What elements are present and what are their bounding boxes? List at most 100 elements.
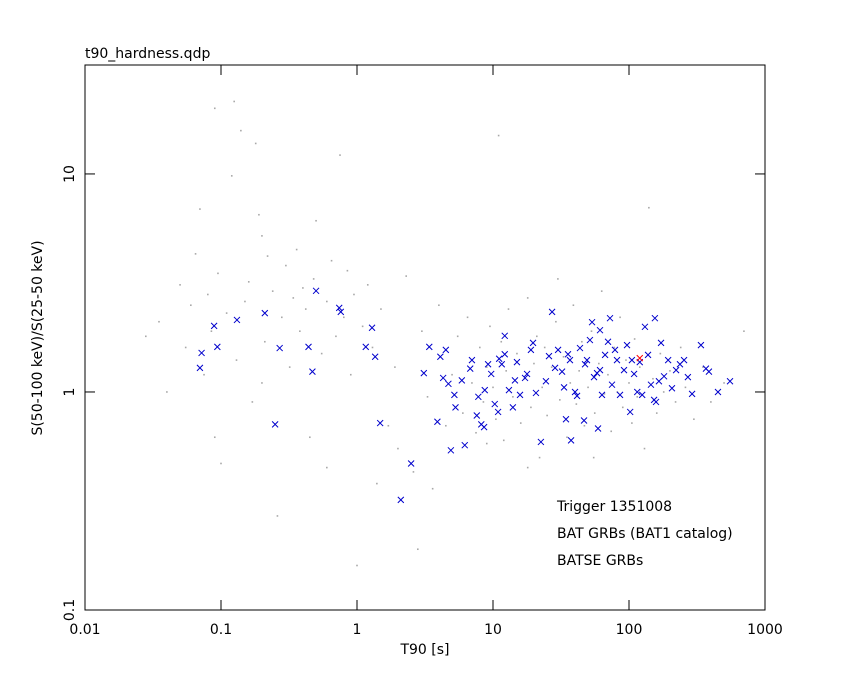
point-dot <box>652 377 654 380</box>
point-dot <box>581 340 583 343</box>
point-dot <box>207 293 209 296</box>
point-dot <box>489 325 491 328</box>
x-tick-label: 1000 <box>747 622 783 638</box>
point-dot <box>271 290 274 292</box>
y-tick-label: 0.1 <box>62 599 78 621</box>
point-cross <box>305 343 312 351</box>
point-cross <box>554 346 562 354</box>
point-dot <box>559 399 561 401</box>
point-cross <box>573 392 581 400</box>
point-dot <box>179 284 181 286</box>
point-cross <box>495 355 503 363</box>
point-cross <box>601 351 609 359</box>
point-cross <box>261 309 269 317</box>
point-dot <box>451 373 453 376</box>
point-cross <box>636 354 644 362</box>
legend-label: BATSE GRBs <box>557 553 643 569</box>
point-cross <box>606 314 614 322</box>
point-dot <box>261 235 263 237</box>
point-cross <box>494 408 502 416</box>
point-cross <box>652 398 660 406</box>
point-dot <box>507 308 510 310</box>
point-dot <box>456 335 459 338</box>
point-dot <box>583 424 586 427</box>
point-cross <box>588 318 596 326</box>
plot-frame <box>84 64 766 611</box>
point-dot <box>628 382 630 384</box>
point-dot <box>225 312 228 314</box>
point-cross <box>558 368 566 375</box>
point-cross <box>451 391 458 399</box>
point-cross <box>596 366 604 374</box>
point-dot <box>590 330 593 332</box>
point-dot <box>541 386 543 389</box>
point-dot <box>592 456 595 459</box>
point-dot <box>500 340 503 343</box>
point-dot <box>550 366 553 368</box>
point-cross <box>337 308 345 316</box>
point-cross <box>628 356 636 364</box>
point-dot <box>288 366 291 368</box>
point-cross <box>560 383 568 391</box>
point-cross <box>468 356 476 364</box>
point-cross <box>447 446 455 454</box>
point-dot <box>281 316 283 319</box>
point-cross <box>458 377 466 384</box>
point-dot <box>312 278 315 280</box>
point-dot <box>643 447 646 450</box>
x-tick-label: 10 <box>484 622 502 638</box>
point-dot <box>184 346 187 349</box>
point-dot <box>217 272 219 275</box>
point-cross <box>551 364 559 372</box>
point-cross <box>651 314 659 322</box>
point-dot <box>366 284 369 286</box>
point-cross <box>660 372 668 380</box>
point-dot <box>445 424 447 427</box>
point-dot <box>619 316 621 319</box>
point-dot <box>587 386 589 389</box>
point-cross <box>368 324 376 332</box>
point-dot <box>330 259 333 262</box>
point-cross <box>521 374 529 382</box>
point-dot <box>213 107 216 110</box>
point-cross <box>626 408 634 416</box>
point-dot <box>613 346 616 349</box>
point-dot <box>199 208 201 210</box>
point-cross <box>623 341 631 349</box>
point-cross <box>567 436 575 444</box>
point-dot <box>610 430 613 433</box>
point-cross <box>726 377 734 385</box>
point-dot <box>299 330 301 332</box>
chart-title: t90_hardness.qdp <box>85 46 210 62</box>
point-dot <box>578 370 580 372</box>
point-dot <box>387 424 390 427</box>
point-dot <box>258 213 260 216</box>
point-dot <box>495 418 497 421</box>
point-cross <box>638 391 646 399</box>
point-dot <box>326 466 328 469</box>
point-cross <box>480 423 488 431</box>
point-dot <box>536 335 538 338</box>
point-dot <box>655 412 658 414</box>
point-cross <box>564 350 572 358</box>
point-cross <box>571 388 579 396</box>
point-cross <box>420 369 428 377</box>
point-dot <box>471 382 473 384</box>
point-dot <box>497 134 500 137</box>
point-dot <box>233 100 235 103</box>
point-cross <box>505 386 513 394</box>
point-dot <box>194 253 197 255</box>
point-dot <box>546 414 548 417</box>
y-axis-label: S(50-100 keV)/S(25-50 keV) <box>30 240 46 435</box>
point-dot <box>621 406 624 409</box>
point-dot <box>710 401 712 403</box>
point-dot <box>247 281 250 283</box>
point-dot <box>743 330 745 332</box>
point-dot <box>353 293 355 296</box>
point-cross <box>481 386 489 394</box>
point-cross <box>445 380 452 388</box>
point-cross <box>362 343 370 351</box>
point-cross <box>657 339 665 347</box>
point-dot <box>557 278 559 280</box>
